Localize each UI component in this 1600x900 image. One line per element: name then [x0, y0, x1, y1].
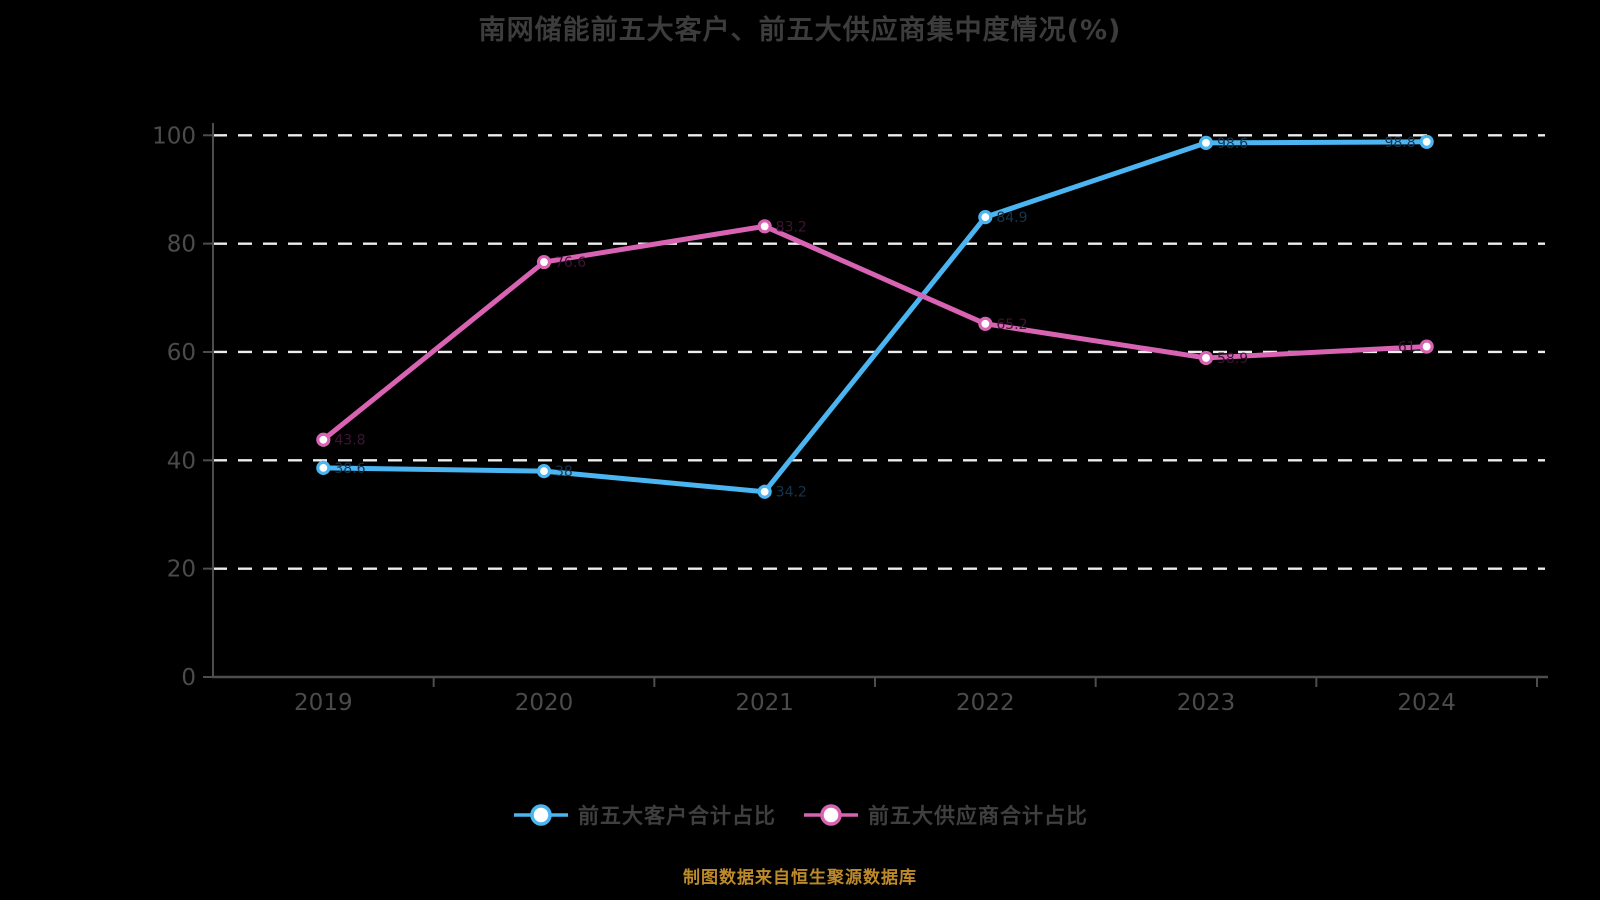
data-point-marker [757, 484, 772, 499]
data-point-label: 76.6 [555, 255, 586, 271]
y-axis-tick-label: 100 [152, 123, 196, 149]
data-point-label: 98.6 [1217, 136, 1248, 152]
legend-marker-suppliers-icon [804, 804, 858, 826]
data-point-label: 61 [1398, 340, 1416, 356]
data-point-marker [536, 254, 552, 270]
legend-marker-customers-icon [514, 804, 568, 826]
x-axis-tick-label: 2023 [1177, 690, 1236, 716]
data-source-note: 制图数据来自恒生聚源数据库 [683, 868, 917, 888]
data-point-marker [978, 209, 993, 225]
data-point-label: 38 [555, 464, 573, 480]
data-point-marker [978, 316, 993, 331]
data-point-label: 65.2 [996, 317, 1027, 333]
chart-legend: 前五大客户合计占比 前五大供应商合计占比 [0, 800, 1600, 830]
y-axis-tick-label: 40 [167, 448, 196, 474]
legend-item-suppliers: 前五大供应商合计占比 [802, 800, 1088, 830]
x-axis-tick-label: 2019 [294, 690, 353, 716]
data-point-label: 58.9 [1217, 351, 1248, 367]
legend-label-customers: 前五大客户合计占比 [578, 804, 776, 828]
y-axis-tick-label: 0 [181, 665, 196, 691]
legend-item-customers: 前五大客户合计占比 [512, 800, 776, 830]
series-line-customers [320, 139, 1430, 495]
data-point-label: 38.6 [334, 461, 365, 477]
data-point-label: 34.2 [776, 485, 807, 501]
data-point-marker [316, 460, 331, 476]
data-point-label: 98.8 [1384, 135, 1415, 151]
x-axis-tick-label: 2024 [1397, 690, 1456, 716]
series-line-suppliers [320, 223, 1430, 443]
data-point-marker [1419, 339, 1434, 354]
data-point-marker [316, 432, 331, 447]
y-axis-tick-label: 60 [167, 340, 196, 366]
data-point-marker [1198, 350, 1214, 366]
chart-title: 南网储能前五大客户、前五大供应商集中度情况(%) [478, 15, 1122, 46]
data-point-label: 83.2 [776, 219, 807, 235]
y-axis-tick-label: 20 [167, 557, 196, 583]
legend-label-suppliers: 前五大供应商合计占比 [868, 804, 1088, 828]
data-point-marker [1198, 135, 1214, 150]
x-axis-tick-label: 2022 [956, 690, 1015, 716]
data-point-marker [1419, 134, 1434, 149]
data-point-label: 43.8 [334, 433, 365, 449]
y-axis-tick-label: 80 [167, 232, 196, 258]
data-point-label: 84.9 [996, 210, 1027, 226]
x-axis-tick-label: 2020 [515, 690, 574, 716]
data-point-marker [536, 464, 552, 479]
x-axis-tick-label: 2021 [735, 690, 794, 716]
data-point-marker [757, 219, 772, 234]
